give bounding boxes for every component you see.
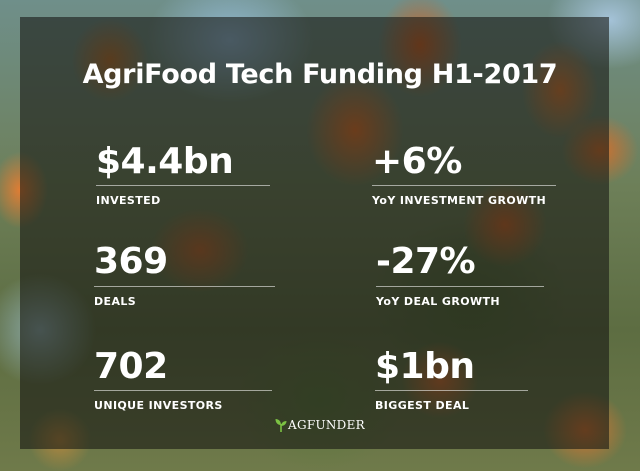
stat-label: DEALS: [94, 295, 137, 308]
stat-value: $1bn: [375, 346, 475, 387]
divider: [376, 286, 544, 287]
stat-label: BIGGEST DEAL: [375, 399, 470, 412]
stat-label: INVESTED: [96, 194, 161, 207]
stat-label: YoY DEAL GROWTH: [376, 295, 500, 308]
divider: [375, 390, 528, 391]
stat-deals: 369 DEALS: [94, 242, 275, 309]
stat-label: YoY INVESTMENT GROWTH: [372, 194, 547, 207]
agfunder-logo: AGFUNDER: [240, 418, 400, 432]
stat-value: 702: [94, 346, 168, 387]
stat-unique-investors: 702 UNIQUE INVESTORS: [94, 347, 272, 413]
overlay-panel: [20, 17, 609, 449]
stat-label: UNIQUE INVESTORS: [94, 399, 223, 412]
stat-invested: $4.4bn INVESTED: [96, 142, 270, 208]
sprout-icon: [275, 419, 287, 432]
logo-text: AGFUNDER: [287, 418, 365, 432]
headline: AgriFood Tech Funding H1-2017: [82, 59, 558, 90]
stat-biggest-deal: $1bn BIGGEST DEAL: [375, 347, 528, 413]
stat-value: $4.4bn: [96, 141, 234, 182]
divider: [96, 185, 270, 186]
stat-value: +6%: [372, 141, 462, 182]
divider: [372, 185, 556, 186]
stat-investment-growth: +6% YoY INVESTMENT GROWTH: [372, 142, 556, 208]
divider: [94, 286, 275, 287]
divider: [94, 390, 272, 391]
stat-value: 369: [94, 241, 168, 282]
stat-value: -27%: [376, 241, 476, 282]
stat-deal-growth: -27% YoY DEAL GROWTH: [376, 242, 544, 309]
